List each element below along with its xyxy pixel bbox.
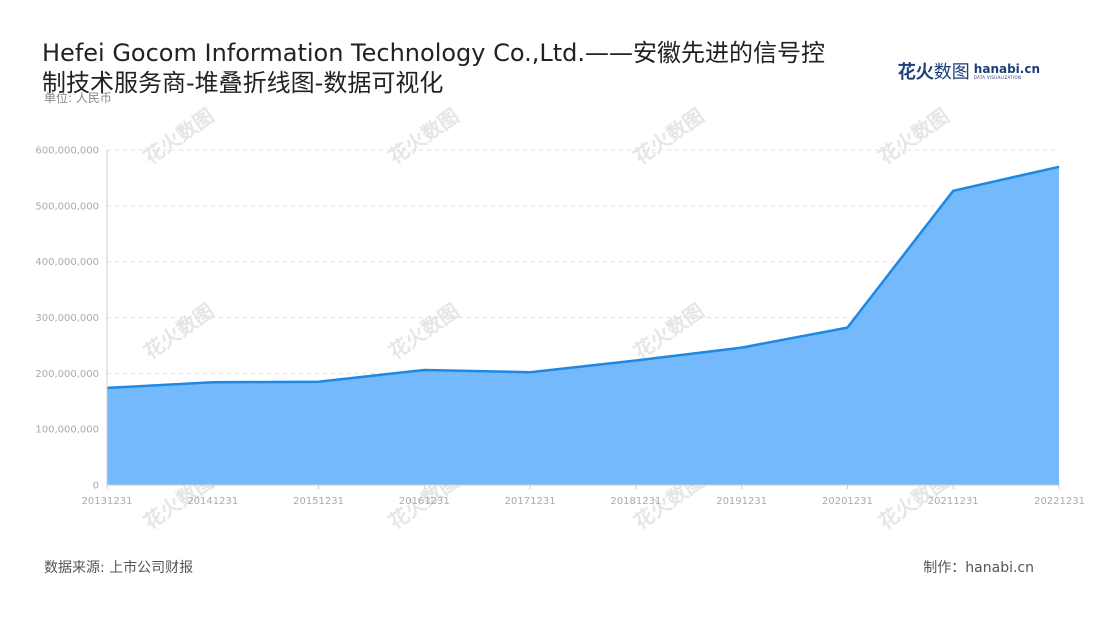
watermark-mark: 花火数图 xyxy=(384,299,463,365)
logo-en: hanabi.cn xyxy=(973,61,1040,76)
series-area xyxy=(107,166,1059,486)
maker-credit: 制作：hanabi.cn xyxy=(923,560,1034,576)
y-tick-label: 0 xyxy=(93,481,99,492)
x-tick-label: 20221231 xyxy=(1034,496,1085,507)
logo-zh: 花火数图 xyxy=(897,62,970,83)
axes-layer: 0 100,000,000 200,000,000 300,000,000 400,00… xyxy=(35,146,1085,508)
watermark-mark: 花火数图 xyxy=(139,104,218,170)
x-tick-label: 20161231 xyxy=(399,496,450,507)
x-tick-label: 20181231 xyxy=(610,496,661,507)
x-tick-label: 20151231 xyxy=(293,496,344,507)
watermark-mark: 花火数图 xyxy=(384,104,463,170)
data-source: 数据来源: 上市公司财报 xyxy=(44,560,194,576)
y-tick-label: 200,000,000 xyxy=(35,369,99,380)
y-tick-label: 100,000,000 xyxy=(35,425,99,436)
page-title: Hefei Gocom Information Technology Co.,L… xyxy=(42,39,826,97)
series-layer xyxy=(106,165,1060,486)
y-tick-label: 400,000,000 xyxy=(35,257,99,268)
logo-en-block: hanabi.cn DATA VISUALIZATION xyxy=(974,63,1040,80)
watermark-mark: 花火数图 xyxy=(874,104,953,170)
logo-en-sub: DATA VISUALIZATION xyxy=(973,74,1022,80)
x-tick-label: 20131231 xyxy=(82,496,133,507)
y-tick-label: 300,000,000 xyxy=(35,313,99,324)
x-tick-label: 20201231 xyxy=(822,496,873,507)
y-tick-label: 500,000,000 xyxy=(35,201,99,212)
x-tick-label: 20211231 xyxy=(928,496,979,507)
x-tick-label: 20191231 xyxy=(716,496,767,507)
watermark-mark: 花火数图 xyxy=(139,299,218,365)
x-tick-label: 20141231 xyxy=(187,496,238,507)
brand-logo: 花火数图 hanabi.cn DATA VISUALIZATION xyxy=(897,60,1040,83)
unit-label: 单位: 人民币 xyxy=(44,91,112,105)
y-tick-label: 600,000,000 xyxy=(35,146,99,157)
series-line xyxy=(106,165,1060,390)
watermark-mark: 花火数图 xyxy=(629,104,708,170)
x-tick-label: 20171231 xyxy=(505,496,556,507)
